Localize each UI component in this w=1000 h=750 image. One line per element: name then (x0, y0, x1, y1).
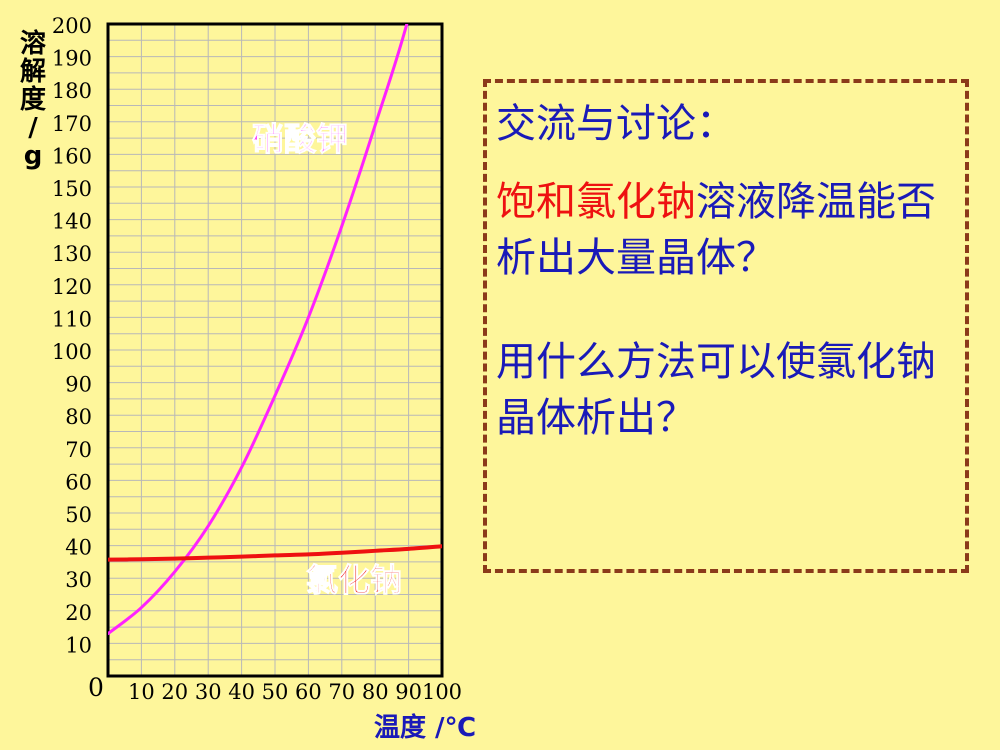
y-axis-label-char: 解 (20, 57, 46, 87)
x-tick-label: 0 (88, 673, 104, 702)
x-tick-label: 80 (362, 680, 389, 704)
series-layer (108, 24, 442, 636)
y-tick-label: 40 (65, 536, 92, 560)
y-tick-label: 150 (52, 177, 92, 201)
y-tick-label: 170 (52, 112, 92, 136)
question-2: 用什么方法可以使氯化钠晶体析出？ (496, 339, 936, 441)
grid (108, 24, 442, 676)
question-1-highlight: 饱和氯化钠 (496, 179, 696, 225)
y-tick-label: 180 (52, 79, 92, 103)
y-axis-label-char: 溶 (20, 28, 46, 59)
y-tick-label: 140 (52, 210, 92, 234)
y-tick-label: 30 (65, 568, 92, 592)
y-tick-label: 70 (65, 438, 92, 462)
discussion-title: 交流与讨论： (496, 101, 736, 147)
y-tick-label: 10 (65, 633, 92, 657)
y-tick-label: 20 (65, 601, 92, 625)
y-tick-label: 100 (52, 340, 92, 364)
y-axis-label-char: / (28, 113, 38, 143)
tick-labels: 1020304050607080901001101201301401501601… (52, 14, 462, 704)
series-label-0: 硝酸钾 (252, 120, 348, 158)
y-tick-label: 50 (65, 503, 92, 527)
y-tick-label: 190 (52, 47, 92, 71)
series-line-0 (108, 24, 409, 636)
question-1: 饱和氯化钠溶液降温能否析出大量晶体？ (496, 174, 966, 286)
x-tick-label: 70 (328, 680, 355, 704)
series-label-1: 氯化钠 (306, 561, 402, 599)
y-tick-label: 120 (52, 275, 92, 299)
x-tick-label: 10 (128, 680, 155, 704)
y-tick-label: 110 (52, 307, 92, 331)
y-axis-label-char: 度 (20, 84, 46, 115)
discussion-box (483, 79, 969, 573)
x-axis-label: 温度 /℃ (374, 712, 476, 743)
y-axis-label-char: g (24, 141, 43, 171)
y-tick-label: 200 (52, 14, 92, 38)
y-tick-label: 90 (65, 373, 92, 397)
x-tick-label: 20 (161, 680, 188, 704)
y-tick-label: 130 (52, 242, 92, 266)
x-tick-label: 60 (295, 680, 322, 704)
series-line-1 (108, 544, 442, 562)
y-tick-label: 80 (65, 405, 92, 429)
x-tick-label: 100 (422, 680, 462, 704)
y-tick-label: 160 (52, 144, 92, 168)
x-tick-label: 90 (395, 680, 422, 704)
x-tick-label: 40 (228, 680, 255, 704)
question-1-rest: 溶液降温能否析出大量晶体？ (496, 179, 936, 281)
x-tick-label: 30 (195, 680, 222, 704)
y-tick-label: 60 (65, 470, 92, 494)
x-tick-label: 50 (262, 680, 289, 704)
discussion-panel: 交流与讨论： 饱和氯化钠溶液降温能否析出大量晶体？ 用什么方法可以使氯化钠晶体析… (496, 96, 966, 446)
plot-frame (106, 22, 444, 678)
